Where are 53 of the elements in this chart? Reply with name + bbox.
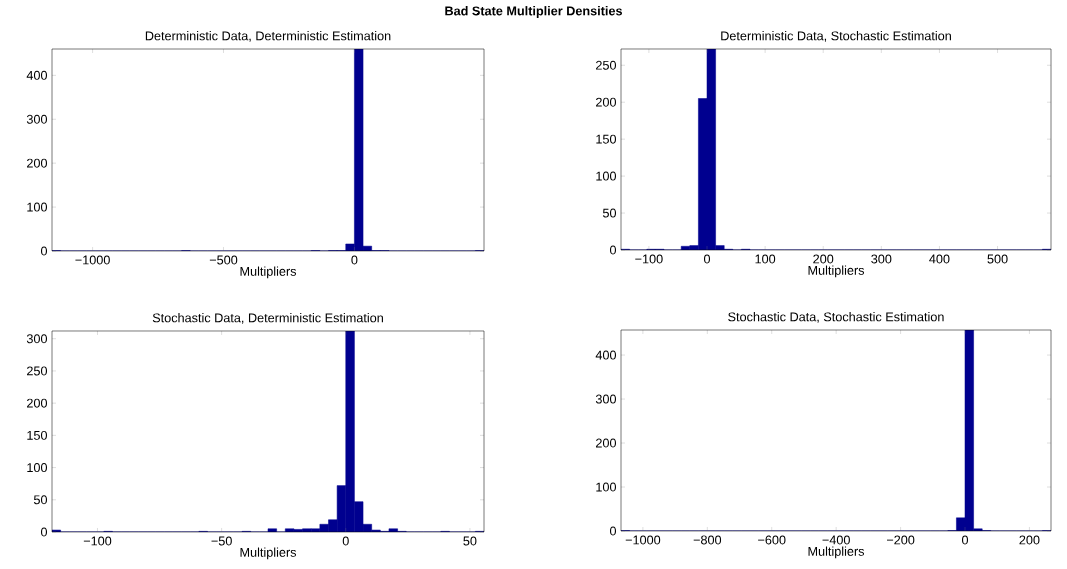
- y-tick-label: 50: [602, 208, 617, 218]
- x-tick-label: −50: [211, 536, 232, 546]
- y-tick-label: 150: [27, 430, 48, 440]
- x-tick-label: −100: [83, 536, 112, 546]
- x-tick-label: 0: [703, 254, 711, 264]
- y-tick-label: 100: [596, 171, 617, 181]
- x-tick-label: 50: [463, 536, 477, 546]
- x-tick-label: 0: [342, 536, 349, 546]
- y-tick-label: 100: [27, 202, 48, 212]
- y-tick-label: 200: [596, 97, 617, 107]
- x-tick-label: −600: [758, 535, 786, 545]
- y-tick-label: 250: [596, 60, 617, 70]
- y-tick-label: 300: [595, 394, 617, 404]
- x-tick-label: −100: [635, 254, 663, 264]
- y-tick-label: 100: [27, 463, 48, 473]
- chart-title: Stochastic Data, Deterministic Estimation: [152, 313, 383, 324]
- x-tick-label: 0: [961, 535, 969, 545]
- x-axis-title: Multipliers: [240, 547, 297, 560]
- chart-title: Stochastic Data, Stochastic Estimation: [728, 312, 944, 323]
- chart-title: Deterministic Data, Deterministic Estimation: [145, 31, 391, 42]
- text: Bad State Multiplier Densities: [445, 6, 623, 18]
- x-tick-label: −200: [886, 535, 915, 545]
- x-tick-label: 0: [351, 255, 358, 265]
- y-tick-label: 0: [609, 526, 617, 536]
- y-tick-label: 0: [40, 527, 48, 537]
- y-tick-label: 250: [27, 366, 48, 376]
- x-axis-title: Multipliers: [240, 266, 297, 279]
- x-tick-label: −1000: [75, 255, 110, 265]
- x-tick-label: −800: [693, 535, 722, 545]
- x-tick-label: −1000: [625, 535, 661, 545]
- x-tick-label: 300: [871, 254, 892, 264]
- y-tick-label: 100: [596, 482, 617, 492]
- x-tick-label: −400: [822, 535, 850, 545]
- y-tick-label: 0: [40, 246, 48, 256]
- chart-title: Deterministic Data, Stochastic Estimation: [721, 31, 951, 42]
- x-tick-label: −500: [209, 255, 238, 265]
- y-tick-label: 200: [596, 438, 617, 448]
- x-tick-label: 200: [1019, 535, 1040, 545]
- x-axis-title: Multipliers: [808, 265, 865, 278]
- x-tick-label: 200: [813, 254, 834, 264]
- y-tick-label: 200: [27, 158, 48, 168]
- y-tick-label: 0: [609, 245, 617, 255]
- y-tick-label: 50: [33, 495, 48, 505]
- x-axis-title: Multipliers: [808, 546, 865, 559]
- y-tick-label: 400: [26, 70, 48, 80]
- y-tick-label: 300: [26, 114, 48, 124]
- y-tick-label: 400: [595, 350, 617, 360]
- x-tick-label: 400: [929, 254, 950, 264]
- y-tick-label: 150: [596, 134, 617, 144]
- x-tick-label: 500: [987, 254, 1008, 264]
- x-tick-label: 100: [755, 254, 776, 264]
- y-tick-label: 200: [27, 398, 48, 408]
- y-tick-label: 300: [26, 334, 48, 344]
